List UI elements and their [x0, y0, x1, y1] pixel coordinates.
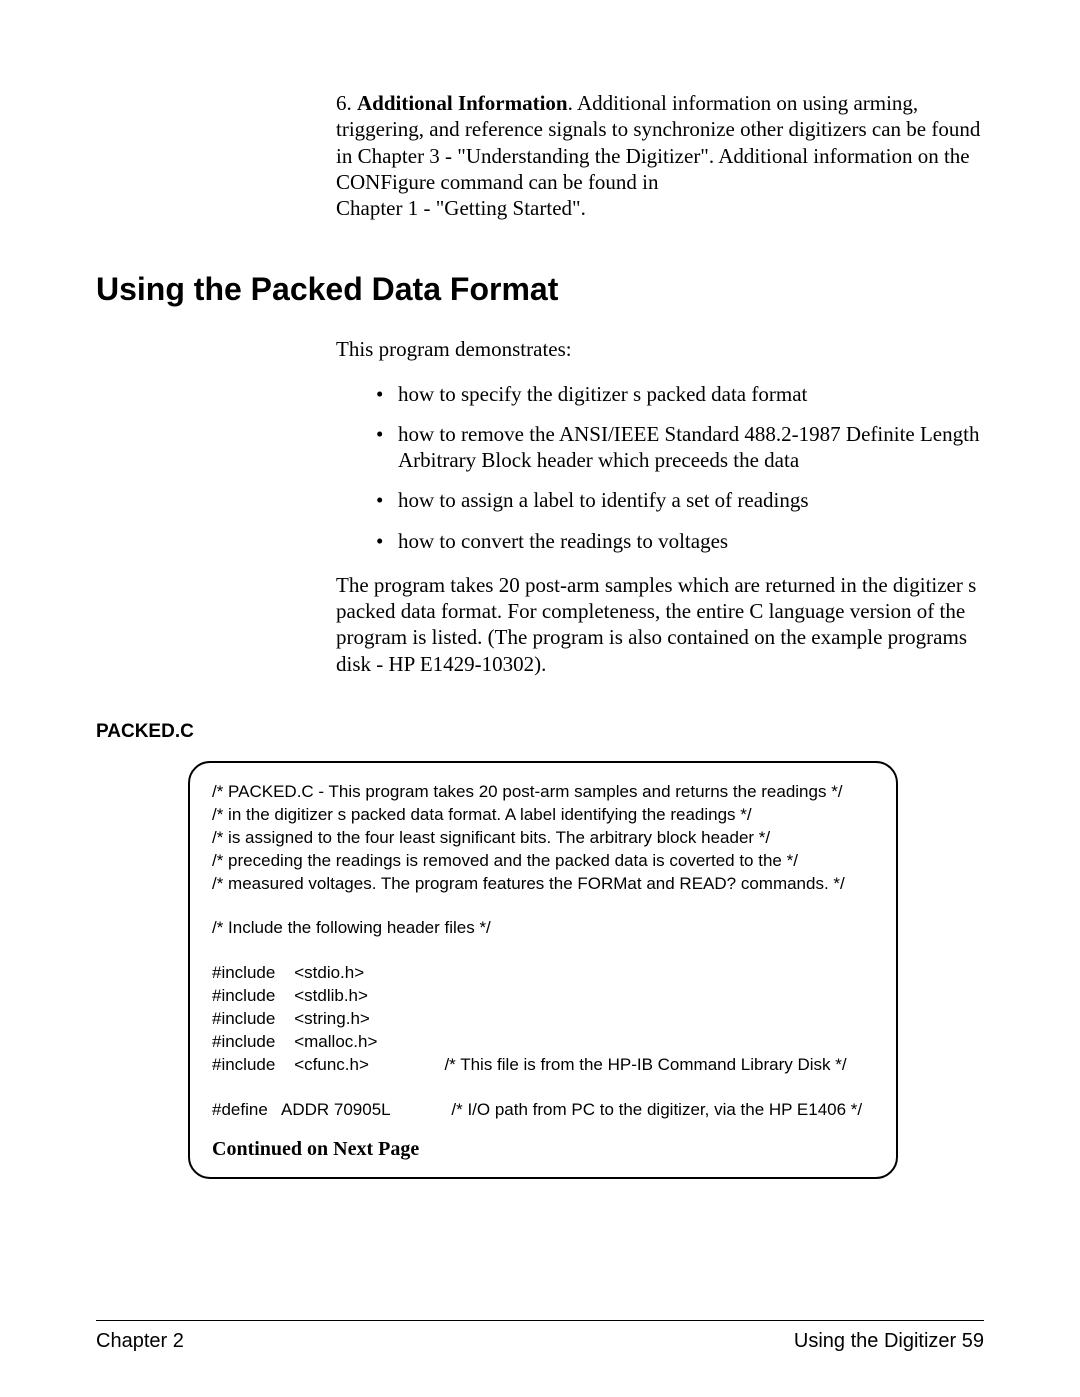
bullet-item: how to remove the ANSI/IEEE Standard 488… [376, 421, 984, 474]
continued-label: Continued on Next Page [212, 1136, 874, 1163]
code-define: #define ADDR 70905L /* I/O path from PC … [212, 1099, 874, 1122]
footer-section-name: Using the Digitizer [794, 1330, 956, 1352]
bullet-item: how to specify the digitizer s packed da… [376, 381, 984, 407]
code-comment: /* PACKED.C - This program takes 20 post… [212, 781, 874, 804]
footer-chapter: Chapter 2 [96, 1330, 184, 1353]
bullet-item: how to assign a label to identify a set … [376, 487, 984, 513]
code-include: #include <string.h> [212, 1008, 874, 1031]
code-comment: /* in the digitizer s packed data format… [212, 804, 874, 827]
bullet-list: how to specify the digitizer s packed da… [376, 381, 984, 554]
code-comment: /* is assigned to the four least signifi… [212, 827, 874, 850]
code-include: #include <stdlib.h> [212, 985, 874, 1008]
bullet-item: how to convert the readings to voltages [376, 528, 984, 554]
lead-in-text: This program demonstrates: [336, 336, 984, 362]
page: 6. Additional Information. Additional in… [0, 0, 1080, 1397]
footer-right: Using the Digitizer 59 [794, 1330, 984, 1353]
code-include: #include <stdio.h> [212, 962, 874, 985]
intro-paragraph: 6. Additional Information. Additional in… [336, 90, 984, 221]
footer-page-number: 59 [956, 1330, 984, 1352]
intro-number: 6. [336, 91, 357, 115]
intro-line2: Chapter 1 - "Getting Started". [336, 196, 586, 220]
section-title: Using the Packed Data Format [96, 271, 984, 308]
page-footer: Chapter 2 Using the Digitizer 59 [96, 1330, 984, 1353]
code-include: #include <malloc.h> [212, 1031, 874, 1054]
program-filename-label: PACKED.C [96, 721, 984, 743]
program-description: The program takes 20 post-arm samples wh… [336, 572, 984, 677]
code-include: #include <cfunc.h> /* This file is from … [212, 1054, 874, 1077]
code-comment: /* preceding the readings is removed and… [212, 850, 874, 873]
intro-bold-label: Additional Information [357, 91, 568, 115]
code-comment: /* measured voltages. The program featur… [212, 873, 874, 896]
code-comment: /* Include the following header files */ [212, 917, 874, 940]
code-listing-box: /* PACKED.C - This program takes 20 post… [188, 761, 898, 1179]
footer-rule [96, 1320, 984, 1321]
